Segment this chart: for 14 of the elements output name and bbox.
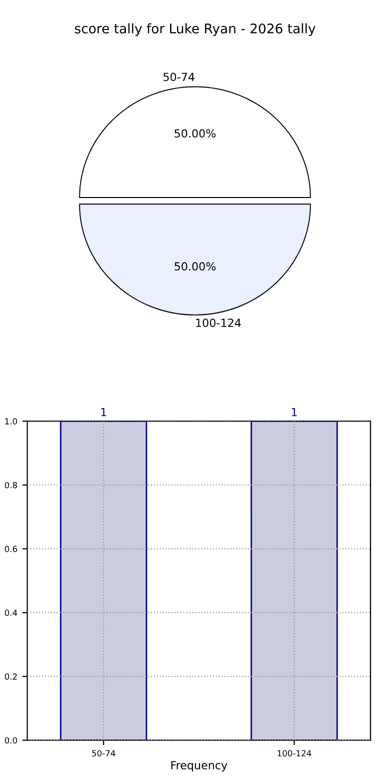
x-axis-title: Frequency (171, 761, 228, 772)
slice-label: 100-124 (196, 318, 241, 328)
data-label: 50.00% (174, 129, 216, 138)
y-tick-label: 0.6 (4, 546, 18, 552)
y-tick-label: 0.4 (4, 610, 18, 616)
data-label: 1 (292, 408, 297, 416)
y-tick-label: 0.0 (4, 737, 18, 744)
slice-label: 50-74 (164, 72, 194, 82)
y-tick-label: 0.2 (4, 673, 17, 680)
data-label: 50.00% (174, 262, 216, 271)
chart-title: score tally for Luke Ryan - 2026 tally (74, 23, 316, 36)
y-tick-label: 0.8 (4, 482, 18, 488)
data-label: 1 (101, 408, 106, 416)
y-tick-label: 1.0 (5, 418, 18, 424)
